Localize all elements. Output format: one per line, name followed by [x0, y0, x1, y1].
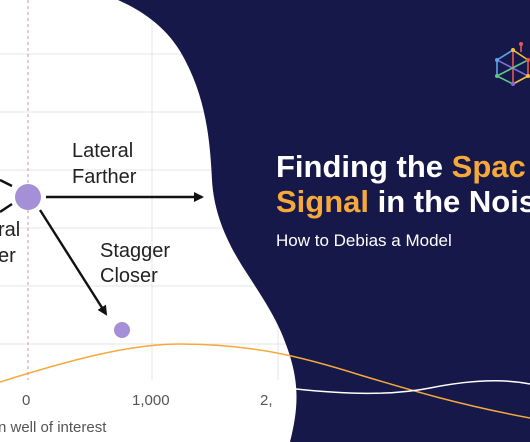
- headline-line-1-text: Finding the: [276, 149, 452, 184]
- label-lateral-farther-2: Farther: [72, 166, 137, 188]
- arrows: [0, 178, 204, 316]
- well-point-center: [15, 184, 41, 210]
- headline-line-2-highlight: Signal: [276, 184, 369, 219]
- headline-line-2-text: in the Nois: [369, 184, 530, 219]
- x-axis-label: n well of interest: [0, 419, 107, 436]
- arrow-partial-left: [0, 178, 13, 188]
- white-curve: [267, 379, 530, 395]
- well-point-stagger: [114, 322, 130, 338]
- x-tick-2000: 2,: [260, 392, 273, 409]
- label-stagger-closer-1: Stagger: [100, 240, 170, 262]
- orange-curve: [0, 343, 530, 419]
- network-cube-logo-icon: [495, 42, 530, 86]
- label-lateral-farther-1: Lateral: [72, 140, 133, 162]
- arrow-partial-left-lower: [0, 203, 13, 213]
- label-stagger-closer-2: Closer: [100, 265, 158, 287]
- headline-line-1-highlight: Spac: [452, 149, 526, 184]
- label-partial-2: er: [0, 245, 16, 267]
- navy-background-shape: [118, 0, 530, 442]
- x-tick-1000: 1,000: [132, 392, 170, 409]
- arrow-stagger-closer: [38, 209, 108, 316]
- x-tick-0: 0: [22, 392, 30, 409]
- headline-line-2: Signal in the Nois: [276, 184, 530, 219]
- headline-line-1: Finding the Spac: [276, 149, 526, 184]
- subtitle: How to Debias a Model: [276, 231, 452, 250]
- label-partial-1: ral: [0, 219, 20, 241]
